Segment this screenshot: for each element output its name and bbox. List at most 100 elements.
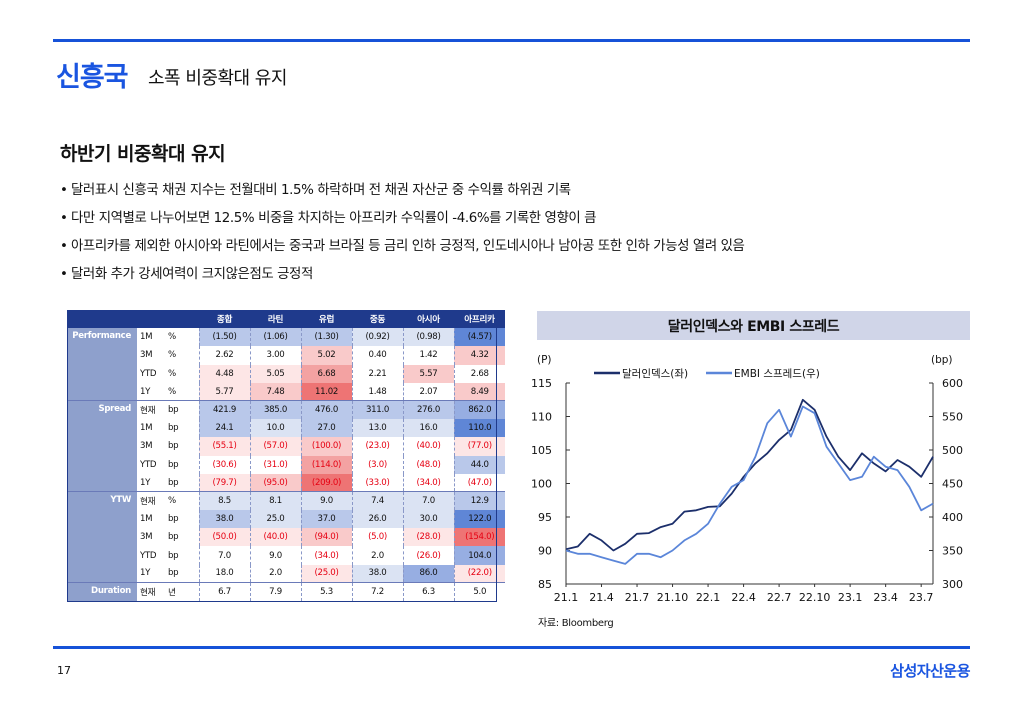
table-row: 1Y bp (79.7) (95.0) (209.0) (33.0) (34.0) (47.0…: [67, 473, 505, 492]
period-label: 현재: [137, 491, 165, 511]
table-cell: (1.06): [249, 328, 301, 347]
table-cell: (23.0): [351, 437, 403, 456]
table-cell: 8.1: [249, 491, 301, 511]
table-cell: 7.48: [249, 382, 301, 401]
bullet-list: • 달러표시 신흥국 채권 지수는 전월대비 1.5% 하락하며 전 채권 자산군…: [60, 178, 960, 290]
column-header: 아프리카: [454, 310, 505, 329]
table-cell: 421.9: [198, 400, 250, 420]
period-label: 현재: [137, 400, 165, 420]
table-cell: 2.21: [351, 364, 403, 383]
header-blank: [137, 310, 165, 329]
table-cell: 44.0: [453, 455, 505, 474]
left-tick-label: 95: [538, 511, 552, 524]
unit-label: bp: [168, 532, 179, 543]
table-cell: (31.0): [249, 455, 301, 474]
table-cell: 7.4: [351, 491, 403, 511]
chart-title: 달러인덱스와 EMBI 스프레드: [667, 319, 840, 335]
table-row: YTD% 4.48 5.05 6.68 2.21 5.57 2.68: [67, 364, 505, 383]
em-bond-table: 종합 라틴 유럽 중동 아시아 아프리카 Performance 1M% (1.50) (1.06…: [67, 310, 505, 601]
table-cell: (3.0): [351, 455, 403, 474]
table-cell: 5.3: [300, 582, 352, 601]
table-cell: 30.0: [402, 510, 454, 529]
top-rule: [53, 39, 970, 42]
bullet-marker: •: [60, 239, 68, 254]
table-cell: (77.0): [453, 437, 505, 456]
table-cell: 2.0: [249, 564, 301, 583]
table-cell: 7.9: [249, 582, 301, 601]
column-header: 종합: [199, 310, 250, 329]
table-cell: (94.0): [300, 528, 352, 547]
table-cell: 25.0: [249, 510, 301, 529]
table-header-row: 종합 라틴 유럽 중동 아시아 아프리카: [67, 310, 505, 329]
table-cell: 2.07: [402, 382, 454, 401]
unit-label: %: [165, 491, 199, 511]
table-cell: 38.0: [351, 564, 403, 583]
group-label: Duration: [67, 582, 137, 601]
unit-label: bp: [168, 568, 179, 579]
bullet-item: • 달러표시 신흥국 채권 지수는 전월대비 1.5% 하락하며 전 채권 자산군…: [60, 178, 960, 206]
x-tick-label: 23.4: [873, 591, 898, 604]
x-tick-label: 23.7: [909, 591, 934, 604]
period-label: YTD: [140, 368, 157, 379]
table-row: 3M% 2.62 3.00 5.02 0.40 1.42 4.32: [67, 346, 505, 365]
table-row: 1M bp 24.1 10.0 27.0 13.0 16.0 110.0: [67, 419, 505, 438]
dxy-embi-chart: (P) (bp) 85 90 95 100 105 110 115 300 350 400 450 500…: [531, 354, 963, 604]
left-axis-unit: (P): [537, 354, 552, 366]
bullet-marker: •: [60, 211, 68, 226]
right-tick-label: 500: [942, 444, 963, 457]
table-cell: 13.0: [351, 419, 403, 438]
right-tick-label: 450: [942, 478, 963, 491]
table-cell: (30.6): [198, 455, 250, 474]
table-cell: 7.0: [198, 546, 250, 565]
left-tick-label: 105: [531, 444, 552, 457]
left-tick-label: 90: [538, 545, 552, 558]
unit-label: bp: [168, 514, 179, 525]
table-cell: 122.0: [453, 510, 505, 529]
table-row: Duration 현재 년 6.7 7.9 5.3 7.2 6.3 5.0: [67, 582, 505, 601]
period-label: 1Y: [140, 568, 151, 579]
unit-label: bp: [168, 459, 179, 470]
x-tick-label: 21.4: [589, 591, 614, 604]
table-cell: 1.42: [402, 346, 454, 365]
right-tick-label: 600: [942, 377, 963, 390]
table-row: Performance 1M% (1.50) (1.06) (1.30) (0.92) (0…: [67, 328, 505, 401]
table-row: 3M bp (55.1) (57.0) (100.0) (23.0) (40.0) (77.0…: [67, 437, 505, 456]
table-cell: 5.0: [453, 582, 505, 601]
period-label: 1M: [140, 514, 153, 525]
table-cell: (48.0): [402, 455, 454, 474]
brand-logo: 삼성자산운용: [890, 662, 970, 680]
period-label: 3M: [140, 441, 153, 452]
column-header: 라틴: [250, 310, 301, 329]
table-cell: 5.02: [300, 346, 352, 365]
table-cell: 2.68: [453, 364, 505, 383]
page-number: 17: [57, 664, 71, 677]
period-label: 3M: [140, 532, 153, 543]
table-cell: (209.0): [300, 473, 352, 492]
table-row: YTW 현재% 8.5 8.1 9.0 7.4 7.0 12.9: [67, 491, 505, 583]
right-tick-label: 350: [942, 545, 963, 558]
table-cell: 110.0: [453, 419, 505, 438]
table-cell: (33.0): [351, 473, 403, 492]
table-cell: (22.0): [453, 564, 505, 583]
table-cell: 18.0: [198, 564, 250, 583]
unit-label: %: [168, 368, 176, 379]
period-label: 현재: [137, 582, 165, 601]
group-label: Performance: [67, 328, 137, 401]
column-header: 중동: [352, 310, 403, 329]
table-cell: 5.77: [198, 382, 250, 401]
bottom-rule: [53, 646, 970, 649]
table-cell: 3.00: [249, 346, 301, 365]
right-tick-label: 400: [942, 511, 963, 524]
table-cell: 4.48: [198, 364, 250, 383]
period-label: YTD: [140, 459, 157, 470]
legend-label: 달러인덱스(좌): [622, 368, 688, 380]
period-label: 3M: [140, 350, 153, 361]
unit-label: bp: [168, 441, 179, 452]
period-label: 1M: [140, 423, 153, 434]
table-cell: (4.57): [453, 328, 505, 347]
bullet-marker: •: [60, 183, 68, 198]
table-cell: 0.40: [351, 346, 403, 365]
table-cell: 7.2: [351, 582, 403, 601]
bullet-text: 달러화 추가 강세여력이 크지않은점도 긍정적: [71, 267, 313, 282]
table-cell: (0.92): [351, 328, 403, 347]
